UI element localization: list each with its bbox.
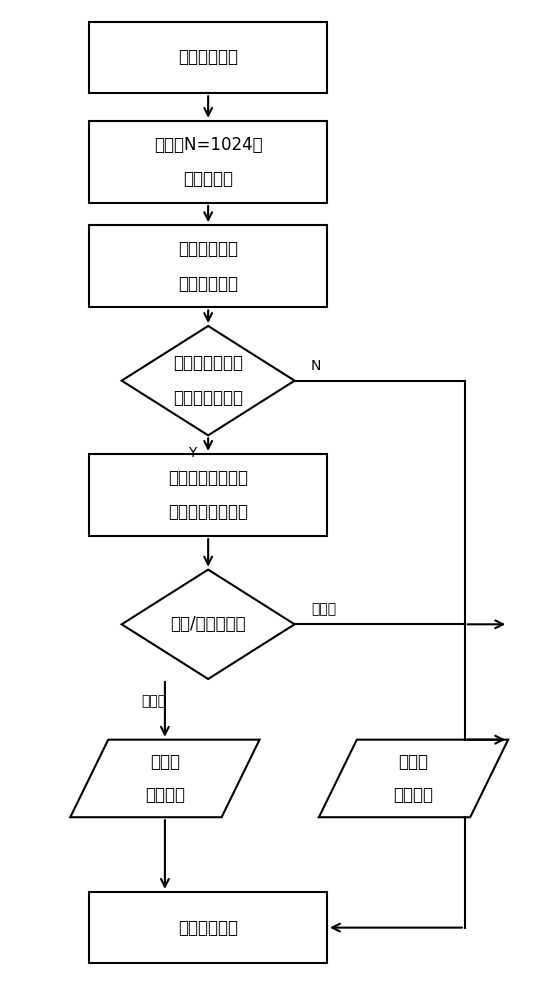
- Polygon shape: [70, 740, 259, 817]
- Text: 输出判决结果: 输出判决结果: [178, 919, 238, 937]
- Bar: [89, 225, 327, 307]
- Polygon shape: [319, 740, 508, 817]
- Text: 是否大于阈值？: 是否大于阈值？: [173, 354, 243, 372]
- Text: 帧标志: 帧标志: [399, 753, 429, 771]
- Polygon shape: [122, 570, 295, 679]
- Bar: [89, 454, 327, 536]
- Text: 每帧信号用原始的: 每帧信号用原始的: [168, 503, 248, 521]
- Text: Y: Y: [188, 446, 196, 460]
- Bar: [89, 22, 327, 93]
- Polygon shape: [122, 326, 295, 435]
- Text: 的均值及方差: 的均值及方差: [178, 240, 238, 258]
- Bar: [89, 121, 327, 203]
- Text: 帧标志: 帧标志: [150, 753, 180, 771]
- Text: （帧长N=1024）: （帧长N=1024）: [154, 136, 263, 154]
- Text: 计算每帧信号: 计算每帧信号: [178, 275, 238, 293]
- Text: 输出瞬态: 输出瞬态: [145, 786, 185, 804]
- Text: 判断每帧的方差: 判断每帧的方差: [173, 389, 243, 407]
- Text: 瞬态段: 瞬态段: [141, 694, 167, 708]
- Text: 将数据分帧: 将数据分帧: [183, 170, 233, 188]
- Text: 峰值检测算法检测: 峰值检测算法检测: [168, 469, 248, 487]
- Text: N: N: [311, 359, 321, 373]
- Bar: [89, 892, 327, 963]
- Text: 瞬态/稳态判决？: 瞬态/稳态判决？: [170, 615, 246, 633]
- Text: 输出稳态: 输出稳态: [394, 786, 434, 804]
- Text: 输入音频信号: 输入音频信号: [178, 48, 238, 66]
- Text: 稳态段: 稳态段: [311, 602, 336, 616]
